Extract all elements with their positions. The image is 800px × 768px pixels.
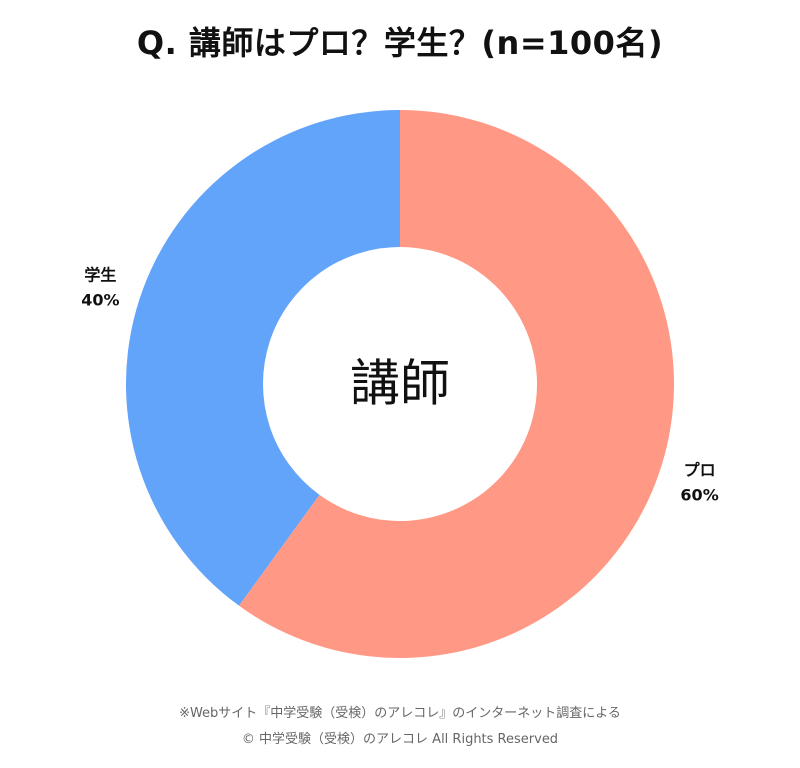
- slice-0: [238, 110, 674, 658]
- center-label: 講師: [350, 355, 450, 413]
- slice-value-label-0: 60%: [680, 485, 718, 504]
- chart-title: Q. 講師はプロ？学生？(n=100名): [136, 24, 664, 62]
- slice-group: [126, 110, 674, 658]
- slice-1: [126, 110, 400, 606]
- slice-label-group: プロ 60% 学生 40%: [81, 266, 718, 505]
- slice-name-label-0: プロ: [684, 460, 716, 479]
- copyright-text: © 中学受験（受検）のアレコレ All Rights Reserved: [241, 732, 559, 747]
- slice-name-label-1: 学生: [84, 266, 116, 285]
- source-note: ※Webサイト『中学受験（受検）のアレコレ』のインターネット調査による: [179, 706, 621, 721]
- slice-value-label-1: 40%: [81, 291, 119, 310]
